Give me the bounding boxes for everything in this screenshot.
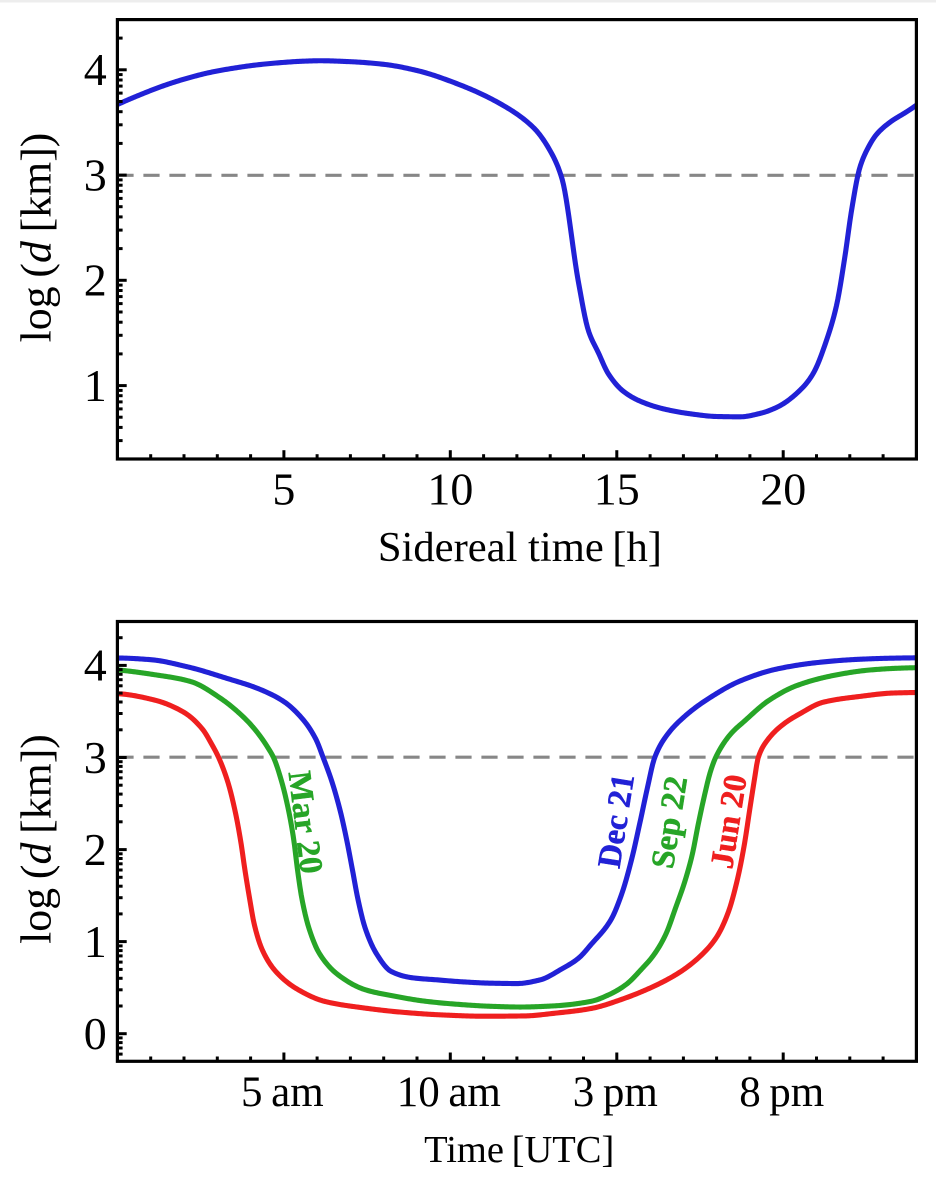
svg-text:3: 3 <box>84 732 107 783</box>
svg-text:4: 4 <box>84 44 107 95</box>
svg-text:8 pm: 8 pm <box>739 1069 824 1116</box>
svg-text:10: 10 <box>427 464 473 515</box>
svg-text:5: 5 <box>272 464 295 515</box>
svg-text:15: 15 <box>594 464 640 515</box>
svg-text:Sidereal time [h]: Sidereal time [h] <box>378 524 662 571</box>
svg-text:20: 20 <box>760 464 806 515</box>
svg-text:0: 0 <box>84 1008 107 1059</box>
svg-text:2: 2 <box>84 824 107 875</box>
svg-text:1: 1 <box>84 916 107 967</box>
svg-text:4: 4 <box>84 640 107 691</box>
svg-text:10 am: 10 am <box>397 1069 501 1116</box>
svg-text:Time [UTC]: Time [UTC] <box>424 1129 614 1171</box>
svg-text:1: 1 <box>84 360 107 411</box>
svg-text:2: 2 <box>84 255 107 306</box>
svg-text:5 am: 5 am <box>241 1069 324 1116</box>
svg-text:3 pm: 3 pm <box>573 1069 658 1116</box>
svg-text:log (d [km]): log (d [km]) <box>13 734 61 944</box>
svg-text:3: 3 <box>84 149 107 200</box>
svg-text:log (d [km]): log (d [km]) <box>13 133 61 343</box>
